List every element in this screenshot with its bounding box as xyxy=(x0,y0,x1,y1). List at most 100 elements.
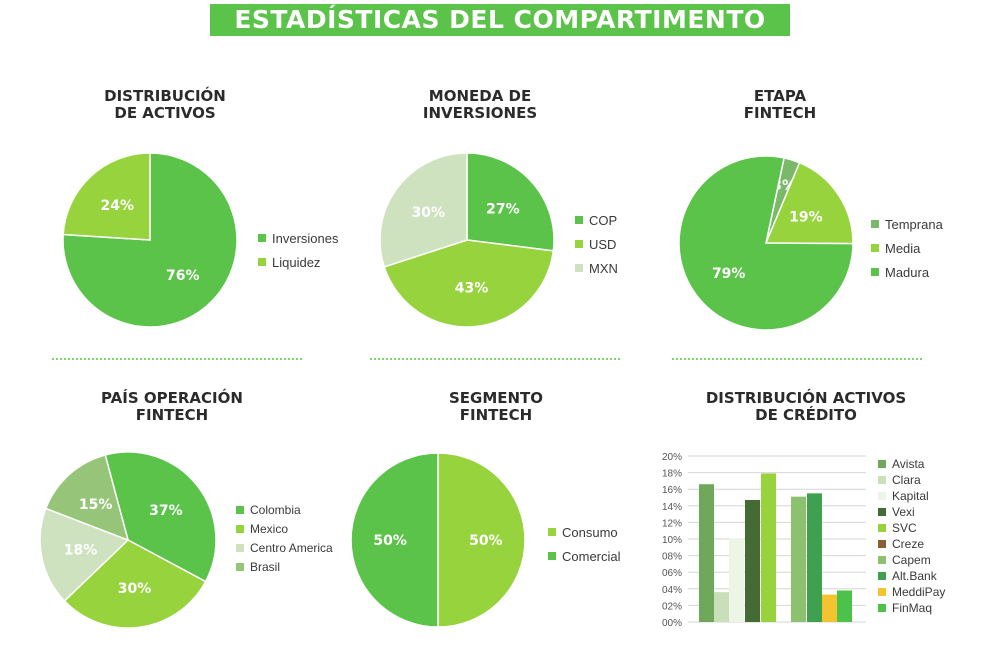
chart-title-line: FINTECH xyxy=(743,104,817,122)
section-divider xyxy=(52,358,302,360)
legend-item: Liquidez xyxy=(258,250,338,274)
legend-label: Centro America xyxy=(250,540,333,555)
legend-swatch xyxy=(871,220,879,228)
legend-item: Consumo xyxy=(548,520,621,544)
page-title: ESTADÍSTICAS DEL COMPARTIMENTO xyxy=(210,4,790,36)
legend-swatch xyxy=(548,528,556,536)
legend-label: COP xyxy=(589,212,618,228)
chart-title-distribucion-credito: DISTRIBUCIÓN ACTIVOS DE CRÉDITO xyxy=(676,390,936,424)
legend-item: Comercial xyxy=(548,544,621,568)
pie-slice-madura xyxy=(678,155,854,331)
pie-slice-comercial xyxy=(350,452,439,628)
bar-svc xyxy=(761,473,776,622)
pie-data-label: 27% xyxy=(486,201,520,217)
legend-swatch xyxy=(878,508,886,516)
legend-label: MeddiPay xyxy=(892,585,946,599)
y-tick-label: 18% xyxy=(662,469,682,480)
legend-label: Brasil xyxy=(250,559,281,574)
pie-slice-cop xyxy=(466,152,555,252)
legend-swatch xyxy=(575,216,583,224)
pie-slice-usd xyxy=(383,239,555,328)
chart-title-line: FINTECH xyxy=(459,406,533,424)
legend-distribucion-credito: Avista Clara Kapital Vexi SVC Creze Capem Alt.B… xyxy=(878,456,945,616)
chart-title-line: DISTRIBUCIÓN xyxy=(104,87,226,105)
chart-title-line: DISTRIBUCIÓN ACTIVOS xyxy=(705,389,907,407)
bar-alt-bank xyxy=(807,493,822,622)
legend-moneda-inversiones: COP USD MXN xyxy=(575,208,618,280)
y-tick-label: 20% xyxy=(662,452,682,463)
legend-swatch xyxy=(236,543,244,552)
legend-item: MXN xyxy=(575,256,618,280)
legend-item: FinMaq xyxy=(878,600,945,616)
chart-title-line: ETAPA xyxy=(753,87,807,105)
legend-swatch xyxy=(878,572,886,580)
bar-vexi xyxy=(745,499,760,622)
legend-label: Clara xyxy=(892,473,921,487)
legend-label: USD xyxy=(589,236,617,252)
legend-swatch xyxy=(236,524,244,533)
chart-title-line: FINTECH xyxy=(135,406,209,424)
legend-swatch xyxy=(548,552,556,560)
y-tick-label: 06% xyxy=(662,568,682,579)
legend-label: Media xyxy=(885,240,921,256)
legend-swatch xyxy=(236,562,244,571)
legend-item: Avista xyxy=(878,456,945,472)
y-tick-label: 04% xyxy=(662,585,682,596)
pie-data-label: 76% xyxy=(166,268,200,284)
chart-title-etapa-fintech: ETAPA FINTECH xyxy=(650,88,910,122)
legend-item: Vexi xyxy=(878,504,945,520)
legend-swatch xyxy=(878,460,886,468)
section-divider xyxy=(370,358,620,360)
legend-item: Capem xyxy=(878,552,945,568)
pie-slice-liquidez xyxy=(62,152,151,241)
bar-finmaq xyxy=(837,590,852,622)
legend-swatch xyxy=(878,604,886,612)
legend-label: Liquidez xyxy=(272,254,321,270)
legend-swatch xyxy=(878,588,886,596)
legend-label: Vexi xyxy=(892,505,915,519)
y-tick-label: 02% xyxy=(662,601,682,612)
bar-avista xyxy=(699,484,714,622)
legend-swatch xyxy=(878,556,886,564)
legend-label: Capem xyxy=(892,553,931,567)
pie-slice-mexico xyxy=(63,539,207,629)
legend-label: Kapital xyxy=(892,489,929,503)
legend-label: Comercial xyxy=(562,548,621,564)
pie-data-label: 50% xyxy=(373,533,407,549)
legend-label: MXN xyxy=(589,260,618,276)
legend-swatch xyxy=(258,258,266,266)
pie-data-label: 24% xyxy=(100,198,134,214)
pie-data-label: 15% xyxy=(79,497,113,513)
legend-item: USD xyxy=(575,232,618,256)
legend-item: Centro America xyxy=(236,538,333,557)
legend-item: Media xyxy=(871,236,943,260)
pie-data-label: 18% xyxy=(64,543,98,559)
legend-item: COP xyxy=(575,208,618,232)
chart-title-moneda-inversiones: MONEDA DE INVERSIONES xyxy=(350,88,610,122)
chart-title-distribucion-activos: DISTRIBUCIÓN DE ACTIVOS xyxy=(35,88,295,122)
legend-item: Creze xyxy=(878,536,945,552)
chart-title-segmento-fintech: SEGMENTO FINTECH xyxy=(366,390,626,424)
legend-item: MeddiPay xyxy=(878,584,945,600)
legend-swatch xyxy=(878,540,886,548)
y-tick-label: 08% xyxy=(662,552,682,563)
legend-label: Alt.Bank xyxy=(892,569,937,583)
legend-swatch xyxy=(871,244,879,252)
pie-data-label: 30% xyxy=(118,581,152,597)
legend-swatch xyxy=(236,505,244,514)
chart-title-line: MONEDA DE xyxy=(428,87,532,105)
chart-title-pais-operacion: PAÍS OPERACIÓN FINTECH xyxy=(42,390,302,424)
legend-item: Temprana xyxy=(871,212,943,236)
legend-label: Consumo xyxy=(562,524,618,540)
legend-pais-operacion: Colombia Mexico Centro America Brasil xyxy=(236,500,333,576)
chart-title-line: DE ACTIVOS xyxy=(114,104,216,122)
y-tick-label: 16% xyxy=(662,485,682,496)
legend-item: Kapital xyxy=(878,488,945,504)
legend-item: Clara xyxy=(878,472,945,488)
chart-title-line: PAÍS OPERACIÓN xyxy=(101,389,243,407)
legend-label: Creze xyxy=(892,537,925,551)
legend-item: Alt.Bank xyxy=(878,568,945,584)
pie-data-label: 30% xyxy=(412,205,446,221)
chart-title-line: INVERSIONES xyxy=(422,104,538,122)
